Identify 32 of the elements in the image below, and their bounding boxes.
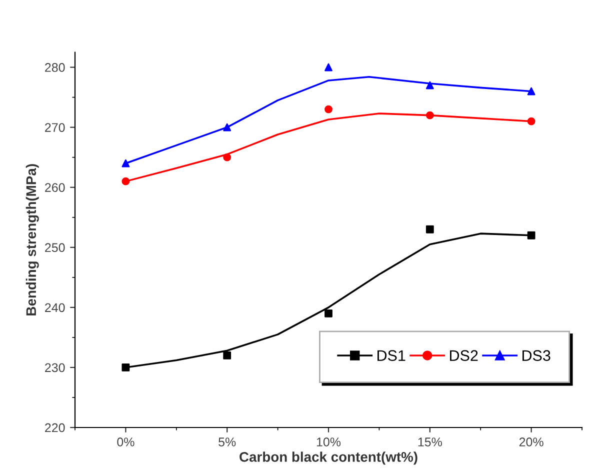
x-tick-label: 15% [418, 438, 442, 446]
y-tick-label: 280 [45, 63, 65, 72]
point [324, 63, 332, 72]
x-axis-title: Carbon black content(wt%) [240, 452, 418, 465]
point [223, 123, 232, 132]
y-tick-label: 220 [45, 423, 65, 432]
x-tick-label: 0% [117, 438, 134, 446]
point [426, 225, 434, 234]
y-tick-label: 270 [45, 123, 65, 132]
y-tick-label: 230 [45, 363, 65, 372]
point [122, 364, 130, 372]
legend-label: DS2 [450, 350, 478, 361]
y-tick-label: 260 [45, 183, 65, 192]
y-tick-label: 250 [45, 243, 65, 252]
x-tick-label: 10% [316, 438, 341, 446]
point [122, 177, 130, 186]
x-tick-label: 20% [519, 438, 544, 446]
point [122, 159, 130, 168]
point [426, 81, 434, 90]
y-tick-label: 240 [45, 303, 65, 312]
point [223, 153, 232, 162]
point [324, 309, 332, 318]
point [527, 231, 536, 240]
point [223, 352, 232, 360]
legend-label: DS1 [377, 350, 406, 361]
point [527, 87, 536, 96]
y-axis-title: Bending strength(MPa) [26, 164, 39, 316]
legend-label: DS3 [522, 350, 550, 361]
point [324, 105, 332, 114]
point [426, 111, 434, 120]
point [527, 117, 536, 126]
x-tick-label: 5% [218, 438, 236, 446]
